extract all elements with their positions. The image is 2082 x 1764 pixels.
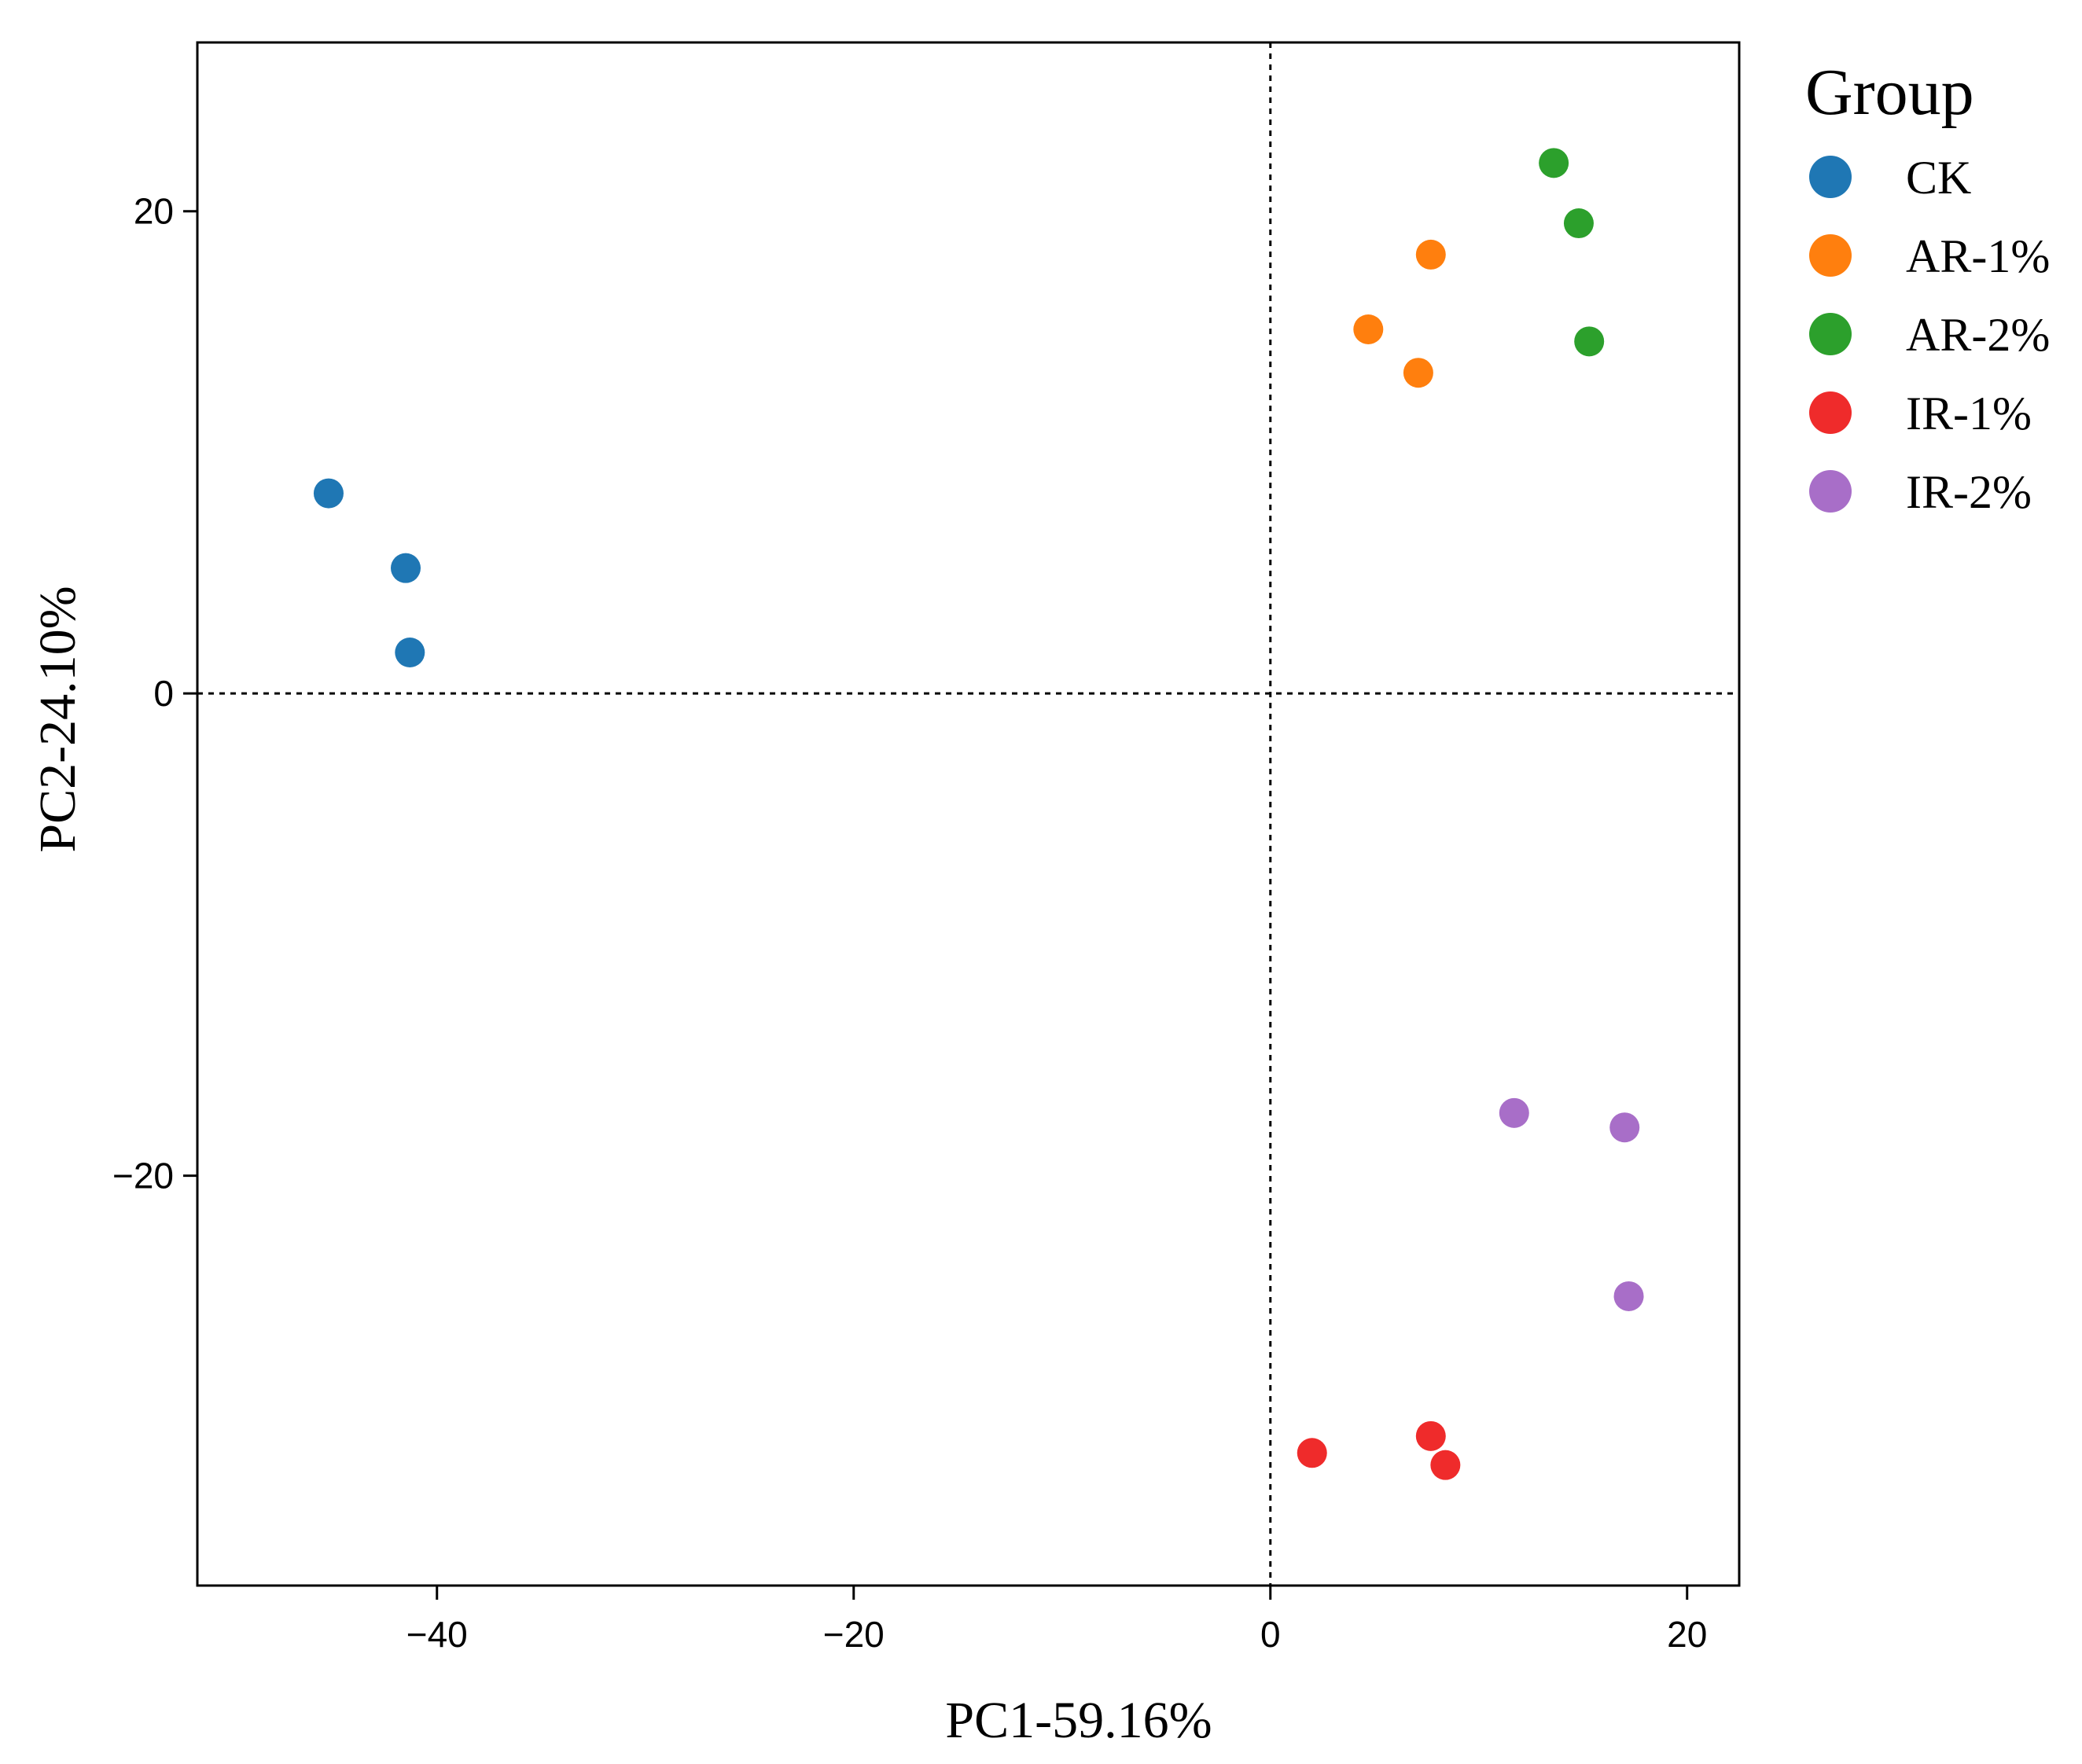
legend-label-ck: CK <box>1906 152 1971 204</box>
plot-area <box>196 41 1741 1587</box>
legend-title: Group <box>1805 56 1974 129</box>
legend-label-ir-2-pct: IR-2% <box>1906 466 2032 518</box>
point-ir-2-pct <box>1609 1112 1640 1143</box>
point-ar-2-pct <box>1574 326 1605 357</box>
point-ar-1-pct <box>1353 314 1384 344</box>
point-ir-2-pct <box>1613 1281 1644 1311</box>
reference-lines <box>197 42 1739 1586</box>
x-axis-title: PC1-59.16% <box>945 1692 1212 1749</box>
data-points <box>313 148 1644 1480</box>
legend-marker-ir-1-pct <box>1809 391 1852 434</box>
axis-ticks: −40 −20 0 20 −20 0 20 <box>112 191 1707 1655</box>
y-tick-label: −20 <box>112 1156 174 1196</box>
legend-marker-ir-2-pct <box>1809 470 1852 513</box>
x-tick-label: 0 <box>1260 1614 1281 1655</box>
point-ar-1-pct <box>1415 239 1446 270</box>
y-tick-label: 20 <box>134 191 174 232</box>
point-ar-2-pct <box>1563 208 1594 239</box>
x-tick-label: 20 <box>1667 1614 1707 1655</box>
legend-label-ar-1-pct: AR-1% <box>1906 230 2050 282</box>
point-ir-2-pct <box>1499 1097 1529 1128</box>
point-ar-1-pct <box>1403 358 1433 388</box>
x-tick-label: −40 <box>406 1614 468 1655</box>
legend-marker-ar-2-pct <box>1809 313 1852 355</box>
point-ir-1-pct <box>1430 1450 1461 1480</box>
y-tick-label: 0 <box>153 673 174 714</box>
legend: Group CK AR-1% AR-2% IR-1% IR-2% <box>1805 56 2050 518</box>
legend-label-ir-1-pct: IR-1% <box>1906 388 2032 439</box>
y-axis-title: PC2-24.10% <box>29 586 86 852</box>
point-ar-2-pct <box>1539 148 1569 178</box>
legend-marker-ar-1-pct <box>1809 234 1852 277</box>
point-ck <box>391 553 421 583</box>
legend-marker-ck <box>1809 156 1852 198</box>
legend-label-ar-2-pct: AR-2% <box>1906 309 2050 361</box>
x-tick-label: −20 <box>823 1614 885 1655</box>
point-ir-1-pct <box>1415 1420 1446 1451</box>
point-ck <box>313 478 344 509</box>
point-ir-1-pct <box>1297 1438 1327 1468</box>
point-ck <box>395 637 425 667</box>
